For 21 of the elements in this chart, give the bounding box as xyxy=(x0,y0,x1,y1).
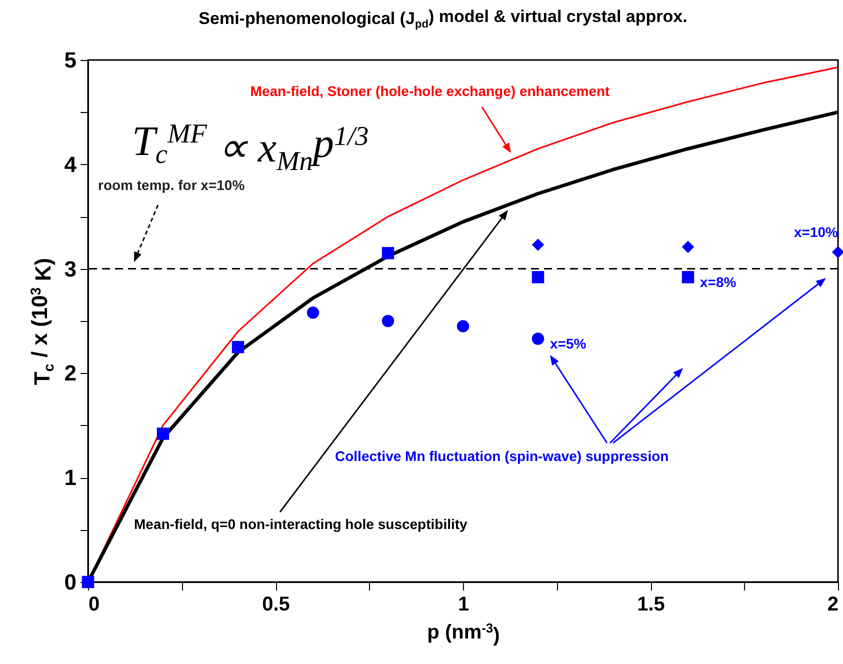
x-axis-title: p (nm$^{-3}$) xyxy=(427,620,500,647)
y-tick-label: 4 xyxy=(64,152,78,177)
chart-title: Semi-phenomenological (J$_{pd}$) model & virtual crystal approx. xyxy=(198,7,688,30)
y-tick-label: 3 xyxy=(64,256,76,282)
annotation: x=5% xyxy=(550,336,587,352)
annotation: room temp. for x=10% xyxy=(98,177,246,193)
x-tick-label: 0.5 xyxy=(262,594,290,616)
y-tick-label: 2 xyxy=(64,360,76,386)
y-tick-label: 1 xyxy=(64,465,76,490)
annotation: T$_{c}$$^{MF}$ ∝ x$_{Mn}$p$^{1/3}$ xyxy=(132,118,369,176)
annotation: Collective Mn fluctuation (spin-wave) suppression xyxy=(335,448,669,464)
x-tick-label: 1.5 xyxy=(637,594,665,616)
x-tick-label: 2 xyxy=(827,594,838,616)
x-tick-label: 1 xyxy=(458,594,470,616)
x-tick-label: 0 xyxy=(88,594,100,616)
annotation: x=10% xyxy=(794,224,839,240)
y-tick-label: 0 xyxy=(64,570,76,594)
annotation: Mean-field, Stoner (hole-hole exchange) enhancement xyxy=(250,83,610,99)
y-tick-label: 5 xyxy=(64,48,76,72)
annotation: x=8% xyxy=(700,274,737,290)
annotation: Mean-field, q=0 non-interacting hole susceptibility xyxy=(134,516,468,532)
